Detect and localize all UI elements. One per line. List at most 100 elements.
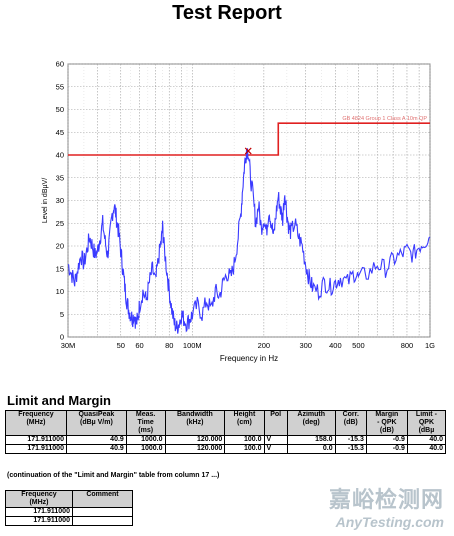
table-cell: 120.000 <box>164 444 226 454</box>
table-cell: 100.0 <box>224 444 265 454</box>
ct-header-text: (MHz) <box>29 499 49 506</box>
y-tick-label: 5 <box>60 310 64 319</box>
lm-header-text: (kHz) <box>186 419 204 426</box>
emission-chart: 0 5 10 15 20 25 30 35 40 45 50 55 60 30M 50 60 80 100M 200… <box>42 60 435 364</box>
lm-header-text: Height <box>233 411 256 418</box>
lm-header-text: (dB) <box>343 419 358 426</box>
y-tick-label: 35 <box>56 173 64 182</box>
table-cell: V <box>263 444 288 454</box>
lm-header-text: QPK <box>418 419 434 426</box>
table-cell: 40.9 <box>65 444 127 454</box>
table-cell: 158.0 <box>286 435 336 445</box>
y-tick-label: 25 <box>56 219 64 228</box>
lm-header-text: Margin <box>375 411 399 418</box>
table-cell: 40.0 <box>406 444 447 454</box>
table-row: 171.911000 <box>5 507 134 517</box>
lm-header: Limit - QPK (dBµ <box>406 410 447 436</box>
x-tick-label: 50 <box>117 341 125 350</box>
table-cell: 0.0 <box>286 444 336 454</box>
limit-line <box>68 122 430 156</box>
lm-header-text: Corr. <box>342 411 359 418</box>
peak-marker <box>244 147 252 155</box>
lm-header-text: (dB) <box>379 427 394 434</box>
table-row: 171.911000 40.9 1000.0 120.000 100.0 V 158.0 -1… <box>5 435 447 445</box>
lm-header-text: QuasiPeak <box>78 411 115 418</box>
y-tick-label: 30 <box>56 196 64 205</box>
watermark: 嘉峪检测网 AnyTesting.com <box>329 482 444 530</box>
limit-margin-table: Frequency (MHz) QuasiPeak (dBµ V/m) Meas. Tim… <box>5 410 447 454</box>
lm-header: Margin - QPK (dB) <box>365 410 408 436</box>
lm-header-text: Pol <box>270 411 282 418</box>
lm-header-text: Time <box>137 419 154 426</box>
table-cell: 171.911000 <box>5 516 73 526</box>
continuation-note: (continuation of the "Limit and Margin" … <box>7 472 220 479</box>
lm-header: Azimuth (deg) <box>286 410 336 436</box>
y-axis-label: Level in dBµV/ <box>42 178 49 223</box>
table-cell: -15.3 <box>334 444 367 454</box>
x-tick-label: 80 <box>165 341 173 350</box>
lm-header: Meas. Time (ms) <box>125 410 166 436</box>
x-tick-label: 300 <box>299 341 312 350</box>
table-cell: 171.911000 <box>5 507 73 517</box>
ct-header-text: Comment <box>86 491 119 498</box>
lm-header: Corr. (dB) <box>334 410 367 436</box>
x-tick-label: 500 <box>352 341 365 350</box>
y-tick-label: 15 <box>56 264 64 273</box>
x-tick-label: 800 <box>401 341 414 350</box>
table-cell: 1000.0 <box>125 435 166 445</box>
table-cell: 171.911000 <box>5 444 67 454</box>
limit-line-label: GB 4824 Group 1 Class A 10m QP <box>342 116 427 122</box>
y-tick-label: 50 <box>56 105 64 114</box>
lm-header-text: Frequency <box>18 411 54 418</box>
table-cell: -15.3 <box>334 435 367 445</box>
lm-header-text: (ms) <box>138 427 154 434</box>
lm-header-text: (dBµ <box>418 427 435 434</box>
lm-header-text: (MHz) <box>26 419 46 426</box>
x-tick-label: 1G <box>425 341 435 350</box>
continuation-table: Frequency (MHz) Comment 171.911000 171.9110… <box>5 490 134 526</box>
table-cell <box>71 516 134 526</box>
x-tick-label: 30M <box>61 341 76 350</box>
y-tick-label: 40 <box>56 151 64 160</box>
lm-header-text: Limit - <box>415 411 437 418</box>
ct-header: Comment <box>71 490 134 508</box>
lm-header-text: Azimuth <box>297 411 325 418</box>
ct-header: Frequency (MHz) <box>5 490 73 508</box>
lm-header: Height (cm) <box>224 410 265 436</box>
y-tick-label: 55 <box>56 82 64 91</box>
table-cell: 40.0 <box>406 435 447 445</box>
y-tick-label: 60 <box>56 60 64 69</box>
x-tick-label: 400 <box>329 341 342 350</box>
table-cell: -0.9 <box>365 435 408 445</box>
lm-header-text: (dBµ V/m) <box>79 419 113 426</box>
limit-margin-title: Limit and Margin <box>7 393 111 408</box>
watermark-cn: 嘉峪检测网 <box>328 488 444 513</box>
x-tick-label: 60 <box>135 341 143 350</box>
report-title: Test Report <box>172 2 282 24</box>
lm-header-text: (cm) <box>237 419 252 426</box>
lm-header: Pol <box>263 410 288 436</box>
x-tick-label: 200 <box>258 341 271 350</box>
table-cell: 40.9 <box>65 435 127 445</box>
table-cell: 171.911000 <box>5 435 67 445</box>
table-cell <box>71 507 134 517</box>
y-tick-label: 10 <box>56 287 64 296</box>
table-cell: 120.000 <box>164 435 226 445</box>
x-tick-label: 100M <box>183 341 202 350</box>
table-row: 171.911000 40.9 1000.0 120.000 100.0 V 0.0 -15.… <box>5 444 447 454</box>
lm-header: Bandwidth (kHz) <box>164 410 226 436</box>
x-axis-label: Frequency in Hz <box>220 354 278 363</box>
lm-header: Frequency (MHz) <box>5 410 67 436</box>
y-tick-label: 0 <box>60 333 64 342</box>
lm-header-text: (deg) <box>302 419 320 426</box>
table-row: 171.911000 <box>5 516 134 526</box>
y-tick-label: 45 <box>56 128 64 137</box>
table-cell: 1000.0 <box>125 444 166 454</box>
measured-trace <box>67 148 431 334</box>
y-tick-label: 20 <box>56 242 64 251</box>
lm-header-text: Bandwidth <box>177 411 213 418</box>
ct-header-text: Frequency <box>21 491 57 498</box>
table-cell: V <box>263 435 288 445</box>
table-cell: -0.9 <box>365 444 408 454</box>
lm-header-text: - QPK <box>377 419 397 426</box>
